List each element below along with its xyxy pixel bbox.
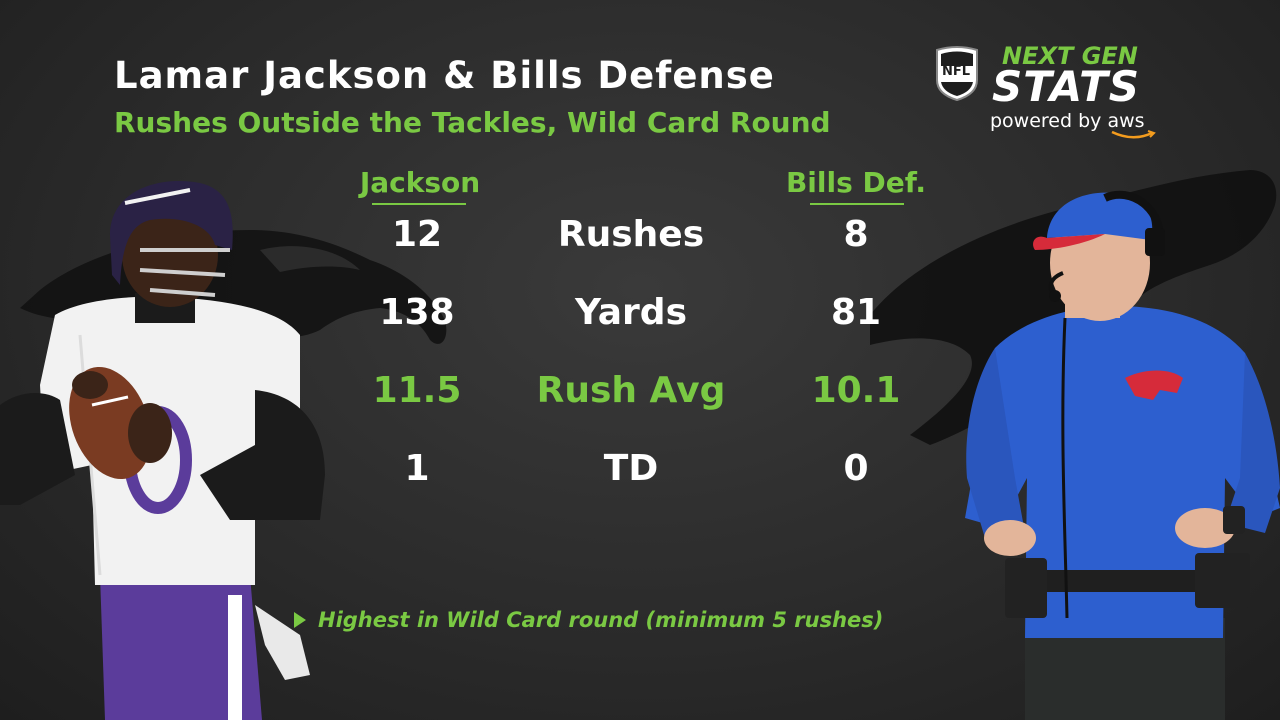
coach-image xyxy=(965,190,1280,720)
stat-label-yards: Yards xyxy=(574,292,687,333)
left-column-header: Jackson xyxy=(359,166,481,199)
left-stat-rushes: 12 xyxy=(391,214,443,255)
next-gen-text: NEXT GEN xyxy=(1002,42,1138,70)
right-stat-rush-avg: 10.1 xyxy=(811,370,901,411)
nfl-shield-icon xyxy=(936,46,978,102)
footnote-arrow-icon xyxy=(294,612,306,628)
player-image xyxy=(0,180,325,720)
right-stat-rushes: 8 xyxy=(843,214,869,255)
stat-label-rushes: Rushes xyxy=(557,214,705,255)
page-title: Lamar Jackson & Bills Defense xyxy=(114,54,775,97)
left-stat-rush-avg: 11.5 xyxy=(372,370,462,411)
right-stat-td: 0 xyxy=(843,448,869,489)
next-gen-stats-logo: NFL NEXT GEN STATS powered by aws xyxy=(930,40,1170,150)
stat-label-rush-avg: Rush Avg xyxy=(536,370,726,411)
stats-text: STATS xyxy=(992,62,1141,111)
page-subtitle: Rushes Outside the Tackles, Wild Card Ro… xyxy=(114,106,831,139)
left-header-underline xyxy=(372,203,466,205)
aws-smile-icon xyxy=(1111,130,1156,139)
stat-label-td: TD xyxy=(603,448,659,489)
nfl-text: NFL xyxy=(942,64,971,79)
left-stat-yards: 138 xyxy=(379,292,455,333)
left-stat-td: 1 xyxy=(404,448,430,489)
powered-by-text: powered by aws xyxy=(990,110,1145,132)
footnote: Highest in Wild Card round (minimum 5 ru… xyxy=(318,608,884,632)
right-stat-yards: 81 xyxy=(830,292,882,333)
right-column-header: Bills Def. xyxy=(785,166,927,199)
right-header-underline xyxy=(810,203,904,205)
